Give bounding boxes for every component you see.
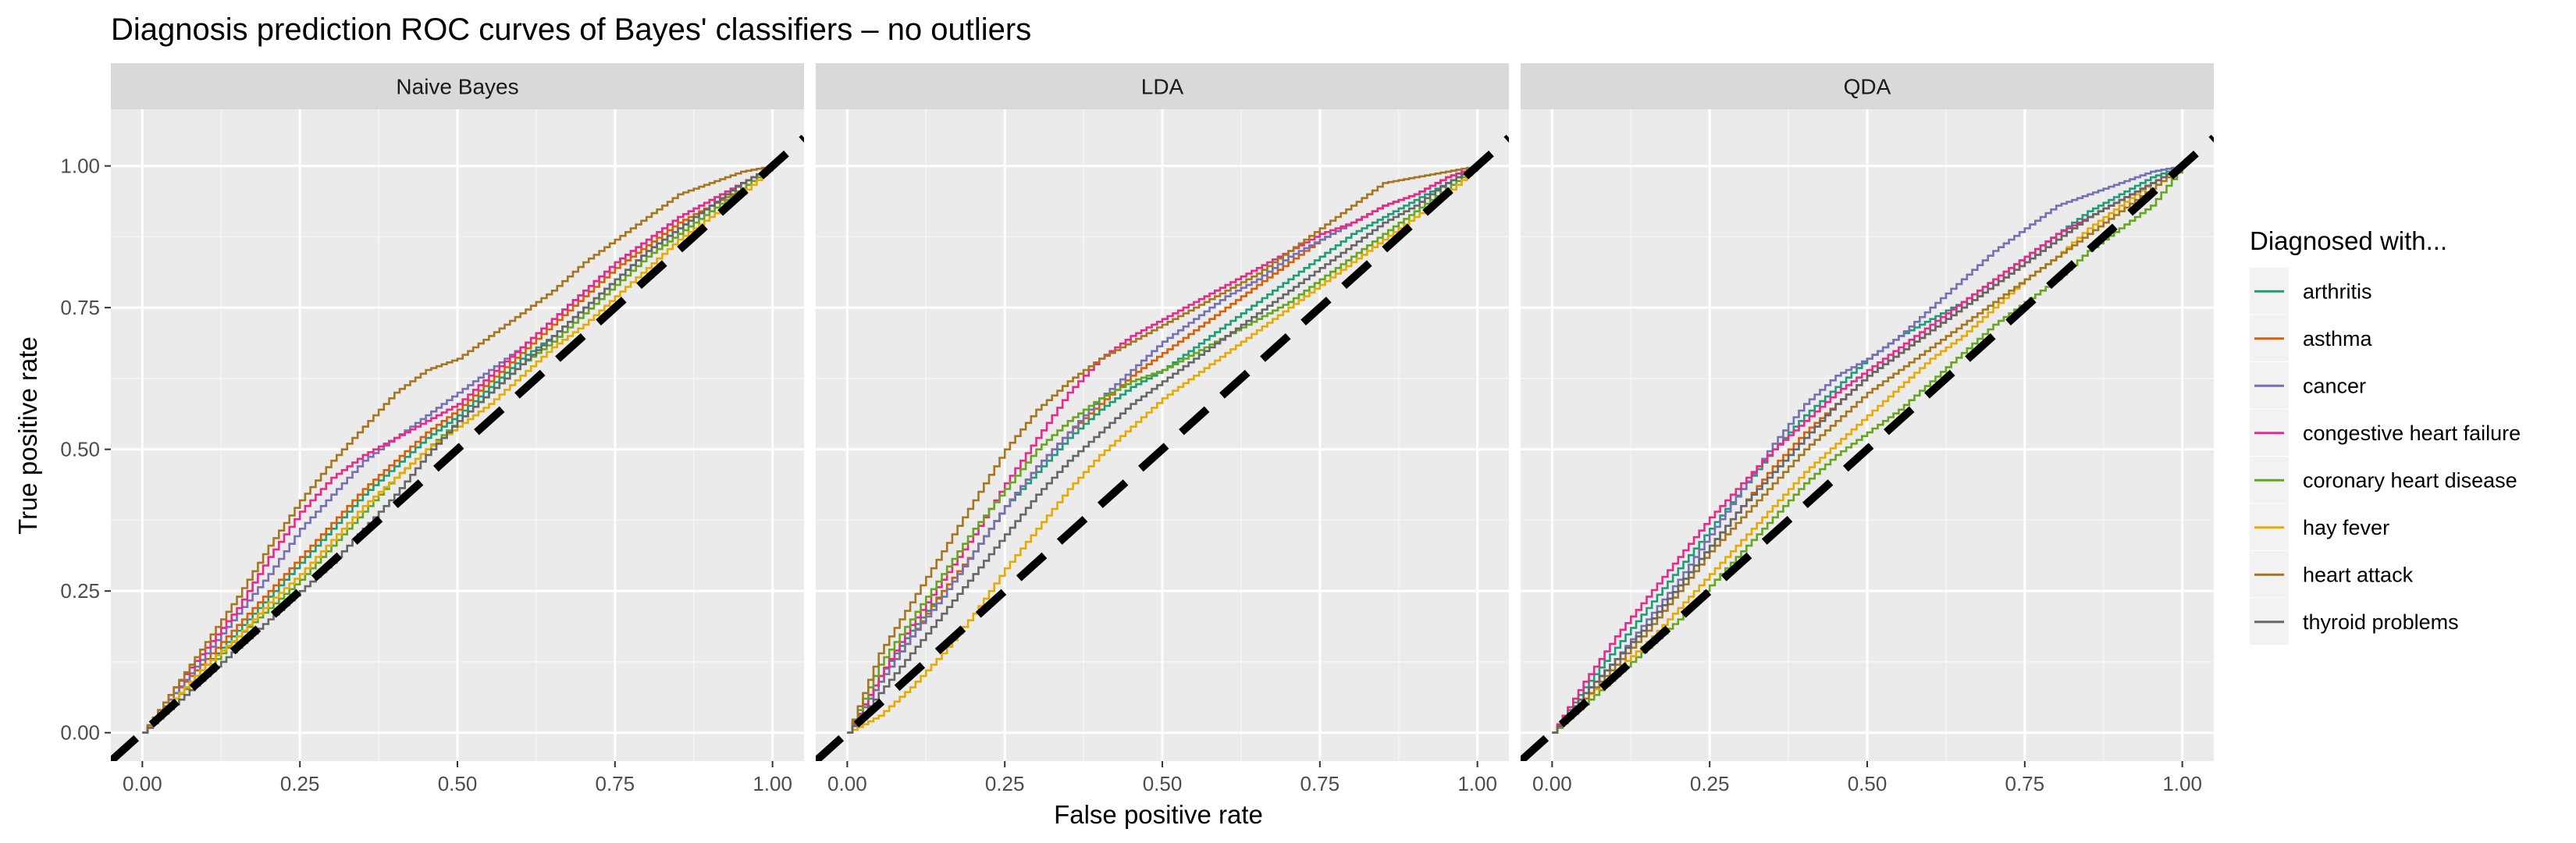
roc-curve-heart-attack [142, 165, 774, 734]
reference-diagonal [111, 134, 804, 761]
x-tick-label: 0.00 [827, 772, 867, 795]
legend-label-heart-attack: heart attack [2303, 563, 2414, 586]
legend-label-asthma: asthma [2303, 327, 2373, 350]
x-tick-label: 0.00 [123, 772, 162, 795]
panel-lda: LDA 0.00 0.25 0.50 0.75 1.00 [816, 63, 1509, 795]
facet-strip-naive-bayes [111, 63, 804, 109]
plot-area-lda [816, 134, 1509, 761]
roc-curve-congestive-heart-failure [142, 165, 774, 734]
x-tick-label: 0.00 [1532, 772, 1572, 795]
roc-curve-asthma [142, 165, 774, 734]
facet-label-naive-bayes: Naive Bayes [396, 75, 518, 99]
legend: Diagnosed with... arthritis asthma cancer c… [2250, 226, 2521, 645]
roc-curve-thyroid-problems [1552, 165, 2183, 734]
plot-area-qda [1521, 134, 2214, 761]
legend-label-hay-fever: hay fever [2303, 516, 2389, 539]
legend-label-cancer: cancer [2303, 374, 2366, 397]
legend-title: Diagnosed with... [2250, 226, 2447, 255]
x-tick-label: 1.00 [1457, 772, 1497, 795]
y-tick-label: 0.00 [60, 721, 100, 745]
legend-label-arthritis: arthritis [2303, 279, 2372, 303]
roc-curve-congestive-heart-failure [1552, 165, 2183, 734]
x-tick-label: 0.75 [596, 772, 635, 795]
x-tick-label: 0.50 [1848, 772, 1888, 795]
x-axis-label: False positive rate [1054, 800, 1263, 829]
legend-label-coronary-heart-disease: coronary heart disease [2303, 468, 2517, 492]
x-tick-label: 0.25 [280, 772, 320, 795]
roc-curve-coronary-heart-disease [847, 165, 1478, 734]
roc-curve-heart-attack [847, 165, 1478, 734]
x-tick-label: 0.75 [2005, 772, 2045, 795]
roc-curve-hay-fever [1552, 165, 2183, 734]
panel-qda: QDA 0.00 0.25 0.50 0.75 1.00 [1521, 63, 2214, 795]
facet-label-qda: QDA [1844, 75, 1891, 99]
y-tick-label: 0.50 [60, 438, 100, 461]
x-tick-label: 0.50 [1143, 772, 1183, 795]
facet-strip-qda [1521, 63, 2214, 109]
chart-title: Diagnosis prediction ROC curves of Bayes… [111, 12, 1031, 47]
x-tick-label: 0.75 [1300, 772, 1340, 795]
plot-area-naive-bayes [111, 134, 804, 761]
roc-curve-cancer [1552, 165, 2183, 734]
facet-strip-lda [816, 63, 1509, 109]
facet-label-lda: LDA [1141, 75, 1184, 99]
x-tick-label: 0.25 [1690, 772, 1730, 795]
legend-label-thyroid-problems: thyroid problems [2303, 610, 2459, 634]
x-tick-label: 0.25 [985, 772, 1025, 795]
x-tick-label: 0.50 [438, 772, 478, 795]
y-tick-label: 0.75 [60, 296, 100, 319]
x-tick-label: 1.00 [753, 772, 792, 795]
y-tick-label: 1.00 [60, 155, 100, 178]
panel-naive-bayes: Naive Bayes 0.00 0.25 0.50 0.75 1.00 0.00 0.25 0… [60, 63, 804, 795]
facet-panels: Naive Bayes 0.00 0.25 0.50 0.75 1.00 0.00 0.25 0… [60, 63, 2214, 795]
y-tick-label: 0.25 [60, 579, 100, 603]
reference-diagonal [1521, 134, 2214, 761]
x-tick-label: 1.00 [2162, 772, 2202, 795]
legend-label-congestive-heart-failure: congestive heart failure [2303, 422, 2521, 445]
roc-curve-thyroid-problems [847, 165, 1478, 734]
y-axis-label: True positive rate [13, 336, 42, 535]
reference-diagonal [816, 134, 1509, 761]
